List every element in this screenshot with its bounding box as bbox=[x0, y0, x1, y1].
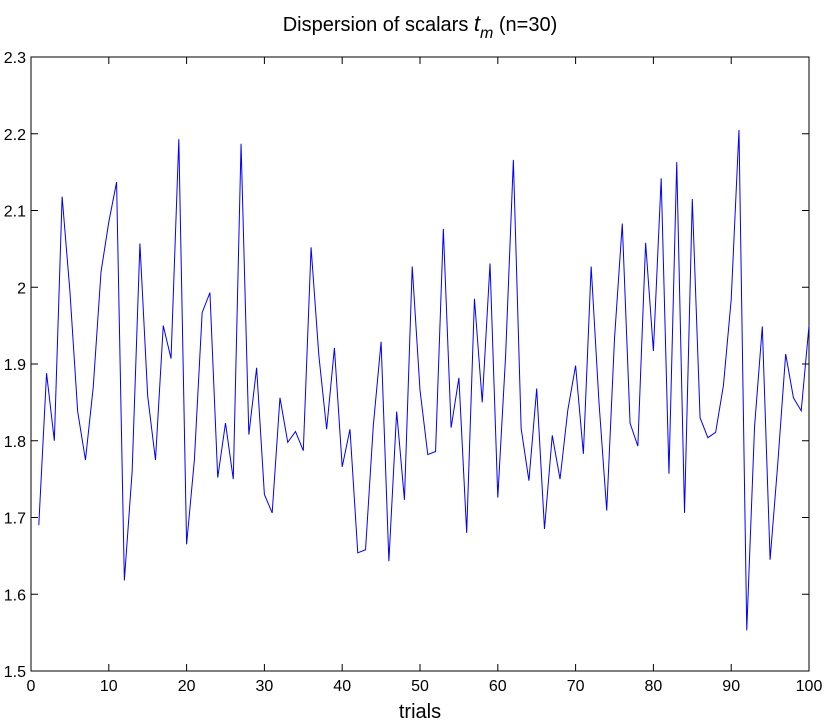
x-tick-label: 30 bbox=[256, 678, 274, 695]
chart-title-prefix: Dispersion of scalars bbox=[283, 14, 474, 36]
y-tick-label: 2 bbox=[17, 280, 26, 297]
chart-title-subscript: m bbox=[480, 25, 493, 42]
y-tick-label: 1.8 bbox=[4, 434, 26, 451]
chart-title-suffix: (n=30) bbox=[493, 14, 557, 36]
x-tick-label: 90 bbox=[722, 678, 740, 695]
series-line bbox=[38, 129, 810, 631]
chart-title-symbol: t bbox=[474, 11, 481, 36]
x-tick-label: 60 bbox=[489, 678, 507, 695]
x-tick-label: 80 bbox=[645, 678, 663, 695]
x-tick-label: 70 bbox=[567, 678, 585, 695]
x-tick-label: 40 bbox=[333, 678, 351, 695]
plot-area-frame bbox=[30, 56, 810, 672]
x-tick-label: 50 bbox=[411, 678, 429, 695]
x-tick-label: 20 bbox=[178, 678, 196, 695]
y-tick-label: 1.7 bbox=[4, 511, 26, 528]
chart-title: Dispersion of scalars tm (n=30) bbox=[283, 11, 558, 42]
x-axis-title: trials bbox=[399, 701, 441, 723]
y-axis-ticks: 1.5 1.6 1.7 1.8 1.9 2 2.1 2.2 2.3 bbox=[4, 50, 809, 681]
y-tick-label: 2.2 bbox=[4, 127, 26, 144]
x-axis-ticks: 0 10 20 30 40 50 60 70 80 90 100 bbox=[27, 57, 823, 695]
x-tick-label: 100 bbox=[796, 678, 823, 695]
y-tick-label: 2.1 bbox=[4, 204, 26, 221]
x-tick-label: 10 bbox=[100, 678, 118, 695]
y-tick-label: 1.9 bbox=[4, 357, 26, 374]
y-tick-label: 2.3 bbox=[4, 50, 26, 67]
y-tick-label: 1.5 bbox=[4, 664, 26, 681]
x-tick-label: 0 bbox=[27, 678, 36, 695]
y-tick-label: 1.6 bbox=[4, 587, 26, 604]
